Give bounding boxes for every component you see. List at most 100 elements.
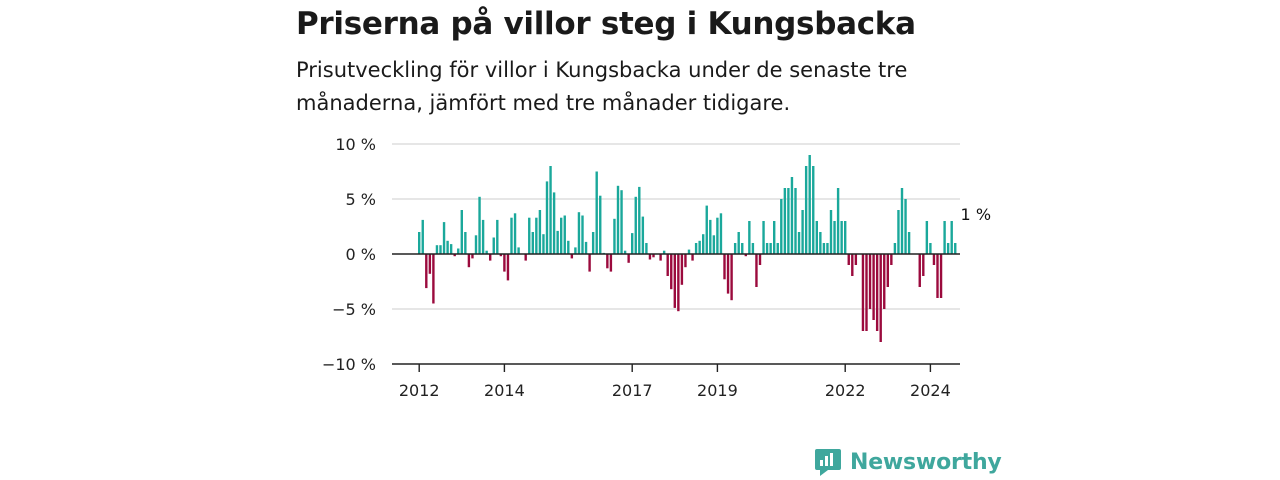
bar [609, 254, 613, 272]
price-change-chart: 10 % 5 % 0 % −5 % −10 % 2012 2014 2017 2019 2022… [322, 135, 991, 400]
bar [545, 181, 549, 254]
bar [588, 254, 591, 272]
bar [538, 210, 542, 254]
brand-name: Newsworthy [850, 449, 1002, 475]
bar [702, 234, 705, 254]
bar [652, 254, 655, 258]
bar [716, 217, 719, 254]
axes [392, 253, 960, 365]
bar [755, 254, 758, 287]
bar [563, 215, 566, 254]
bar [439, 245, 442, 254]
bar [943, 221, 946, 254]
x-tick-label: 2017 [612, 381, 653, 400]
bar [446, 240, 449, 254]
bar [460, 210, 463, 254]
bar [751, 243, 755, 254]
bar [535, 217, 538, 254]
bar [929, 243, 932, 254]
bar [606, 254, 609, 269]
bar [705, 205, 708, 254]
bar [847, 254, 850, 265]
bar [826, 243, 829, 254]
bar [506, 254, 510, 281]
bar [680, 254, 684, 285]
bar [442, 222, 446, 254]
bar [599, 195, 602, 254]
x-tick-label: 2022 [825, 381, 866, 400]
bar [513, 213, 517, 254]
bar [552, 192, 556, 254]
bar [886, 254, 889, 287]
bar [481, 219, 485, 254]
bar [932, 254, 936, 265]
bar [844, 221, 847, 254]
bar [939, 254, 943, 298]
bar [907, 232, 911, 254]
bar [435, 245, 439, 254]
bar [918, 254, 921, 287]
bar [936, 254, 939, 298]
y-axis-tick-labels: 10 % 5 % 0 % −5 % −10 % [322, 135, 376, 374]
bar [840, 221, 843, 254]
bar [556, 230, 559, 254]
bar [641, 216, 645, 254]
bar [730, 254, 733, 301]
bars [418, 155, 957, 342]
bar [879, 254, 882, 342]
bar [595, 171, 598, 254]
bar [453, 254, 456, 257]
bar [620, 190, 623, 254]
bar [478, 196, 481, 254]
bar [474, 235, 478, 254]
bar [570, 254, 574, 259]
newsworthy-brand[interactable]: Newsworthy [814, 446, 1002, 478]
bar [467, 254, 471, 268]
bar [492, 237, 495, 254]
bar [833, 221, 836, 254]
bar [542, 234, 545, 254]
bar [904, 199, 907, 254]
bar [748, 221, 751, 254]
bar [946, 243, 950, 254]
bar [773, 221, 776, 254]
last-value-label: 1 % [961, 205, 991, 224]
bar [677, 254, 680, 312]
bar [684, 254, 687, 268]
bar [517, 247, 520, 254]
bar [581, 215, 584, 254]
bar [893, 243, 897, 254]
bar [868, 254, 872, 309]
page-subtitle: Prisutveckling för villor i Kungsbacka u… [296, 58, 908, 115]
bar [464, 232, 467, 254]
bar [531, 232, 534, 254]
bar [673, 254, 676, 308]
bar [765, 243, 769, 254]
bar [787, 188, 790, 254]
bar [574, 247, 577, 254]
bar [875, 254, 879, 331]
y-tick-label: 5 % [346, 190, 376, 209]
bar [648, 254, 652, 260]
bar [851, 254, 854, 276]
bar [865, 254, 868, 331]
bar [854, 254, 858, 265]
bar [457, 248, 460, 254]
bar [801, 210, 804, 254]
bar [631, 233, 634, 254]
bar [691, 254, 694, 261]
bar [808, 155, 811, 254]
y-tick-label: 0 % [346, 245, 376, 264]
bar [769, 243, 772, 254]
bar [783, 188, 787, 254]
bar [560, 217, 563, 254]
bar [815, 221, 818, 254]
bar [762, 221, 765, 254]
bar [627, 254, 630, 263]
bar [804, 166, 808, 254]
bar [723, 254, 726, 280]
bar [812, 166, 815, 254]
x-axis-tick-labels: 2012 2014 2017 2019 2022 2024 [399, 364, 951, 400]
x-tick-label: 2019 [697, 381, 738, 400]
bar [883, 254, 886, 309]
